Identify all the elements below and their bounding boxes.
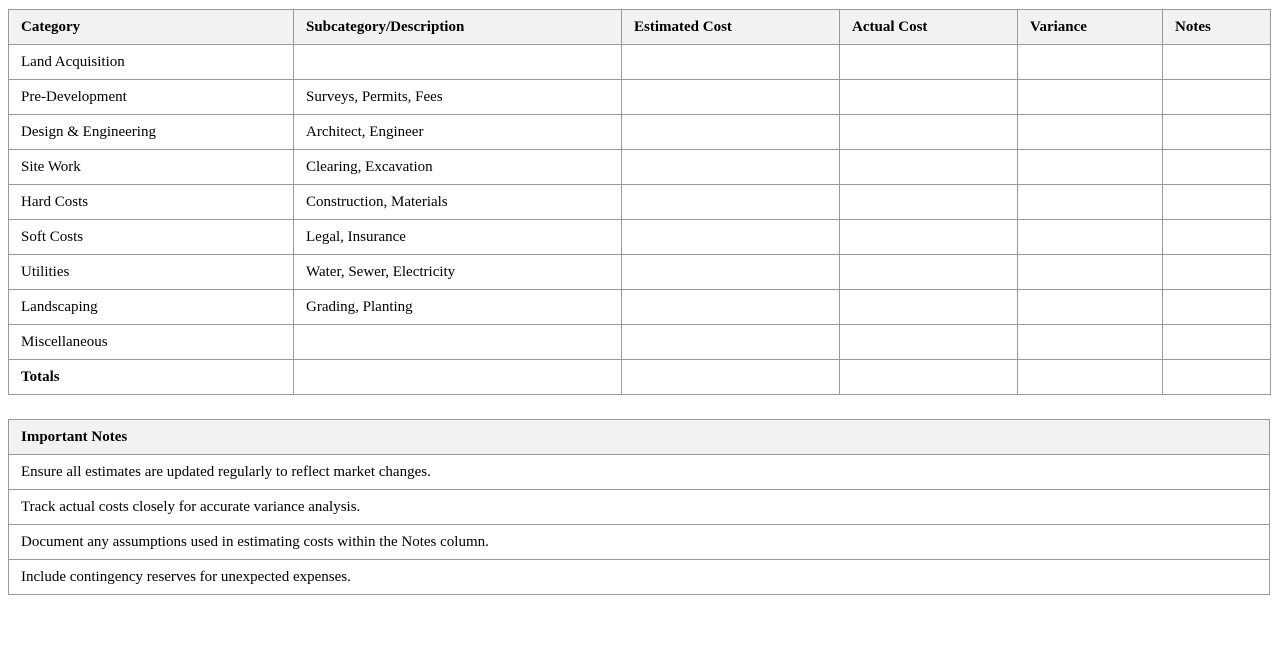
table-cell xyxy=(1017,359,1163,395)
table-cell xyxy=(1162,219,1271,255)
column-header: Actual Cost xyxy=(839,9,1018,45)
table-cell xyxy=(1017,149,1163,185)
table-cell: Legal, Insurance xyxy=(293,219,622,255)
table-cell: Utilities xyxy=(8,254,294,290)
table-cell xyxy=(1162,289,1271,325)
table-row: Soft Costs Legal, Insurance xyxy=(8,219,1271,255)
table-row: Site Work Clearing, Excavation xyxy=(8,149,1271,185)
table-cell xyxy=(1162,254,1271,290)
column-header: Subcategory/Description xyxy=(293,9,622,45)
table-cell: Pre-Development xyxy=(8,79,294,115)
table-cell: Clearing, Excavation xyxy=(293,149,622,185)
note-row: Document any assumptions used in estimat… xyxy=(8,524,1270,560)
table-cell xyxy=(839,359,1018,395)
table-cell xyxy=(621,254,840,290)
table-cell: Hard Costs xyxy=(8,184,294,220)
table-cell: Soft Costs xyxy=(8,219,294,255)
table-row: Pre-Development Surveys, Permits, Fees xyxy=(8,79,1271,115)
table-cell xyxy=(1017,79,1163,115)
table-cell: Totals xyxy=(8,359,294,395)
notes-header: Important Notes xyxy=(8,419,1270,455)
notes-header-row: Important Notes xyxy=(8,419,1270,455)
table-cell xyxy=(839,289,1018,325)
table-cell xyxy=(293,324,622,360)
note-row: Include contingency reserves for unexpec… xyxy=(8,559,1270,595)
table-cell xyxy=(1017,254,1163,290)
table-cell xyxy=(1017,219,1163,255)
table-cell xyxy=(1162,149,1271,185)
note-row: Ensure all estimates are updated regular… xyxy=(8,454,1270,490)
table-cell: Architect, Engineer xyxy=(293,114,622,150)
column-header: Category xyxy=(8,9,294,45)
table-cell xyxy=(839,219,1018,255)
table-cell: Landscaping xyxy=(8,289,294,325)
table-cell: Surveys, Permits, Fees xyxy=(293,79,622,115)
table-cell xyxy=(839,184,1018,220)
header-row: Category Subcategory/Description Estimated… xyxy=(8,9,1271,45)
table-cell xyxy=(1162,114,1271,150)
table-row: Landscaping Grading, Planting xyxy=(8,289,1271,325)
table-cell xyxy=(839,324,1018,360)
budget-table: Category Subcategory/Description Estimated… xyxy=(8,9,1271,395)
table-cell xyxy=(839,79,1018,115)
table-cell: Miscellaneous xyxy=(8,324,294,360)
table-cell xyxy=(621,44,840,80)
table-cell xyxy=(1017,184,1163,220)
table-cell: Construction, Materials xyxy=(293,184,622,220)
column-header: Variance xyxy=(1017,9,1163,45)
table-cell xyxy=(839,44,1018,80)
table-cell: Grading, Planting xyxy=(293,289,622,325)
table-cell xyxy=(1162,184,1271,220)
table-row: Design & Engineering Architect, Engineer xyxy=(8,114,1271,150)
table-cell xyxy=(1017,289,1163,325)
table-cell xyxy=(1017,324,1163,360)
table-cell xyxy=(293,359,622,395)
table-cell xyxy=(1162,324,1271,360)
table-row: Hard Costs Construction, Materials xyxy=(8,184,1271,220)
table-cell: Water, Sewer, Electricity xyxy=(293,254,622,290)
table-cell xyxy=(621,324,840,360)
table-cell xyxy=(1162,44,1271,80)
table-cell: Land Acquisition xyxy=(8,44,294,80)
table-cell xyxy=(839,149,1018,185)
table-cell xyxy=(839,114,1018,150)
table-cell xyxy=(621,114,840,150)
note-item: Track actual costs closely for accurate … xyxy=(8,489,1270,525)
table-cell xyxy=(621,289,840,325)
table-cell: Design & Engineering xyxy=(8,114,294,150)
table-cell xyxy=(621,184,840,220)
table-cell xyxy=(621,79,840,115)
totals-row: Totals xyxy=(8,359,1271,395)
table-cell xyxy=(1162,359,1271,395)
table-cell xyxy=(621,149,840,185)
table-cell xyxy=(1162,79,1271,115)
note-item: Include contingency reserves for unexpec… xyxy=(8,559,1270,595)
table-cell xyxy=(621,359,840,395)
table-cell xyxy=(293,44,622,80)
column-header: Notes xyxy=(1162,9,1271,45)
column-header: Estimated Cost xyxy=(621,9,840,45)
table-row: Miscellaneous xyxy=(8,324,1271,360)
notes-table: Important Notes Ensure all estimates are… xyxy=(8,419,1270,595)
note-item: Document any assumptions used in estimat… xyxy=(8,524,1270,560)
table-cell xyxy=(1017,114,1163,150)
table-cell: Site Work xyxy=(8,149,294,185)
table-row: Utilities Water, Sewer, Electricity xyxy=(8,254,1271,290)
note-item: Ensure all estimates are updated regular… xyxy=(8,454,1270,490)
table-cell xyxy=(621,219,840,255)
table-cell xyxy=(1017,44,1163,80)
table-row: Land Acquisition xyxy=(8,44,1271,80)
table-cell xyxy=(839,254,1018,290)
note-row: Track actual costs closely for accurate … xyxy=(8,489,1270,525)
